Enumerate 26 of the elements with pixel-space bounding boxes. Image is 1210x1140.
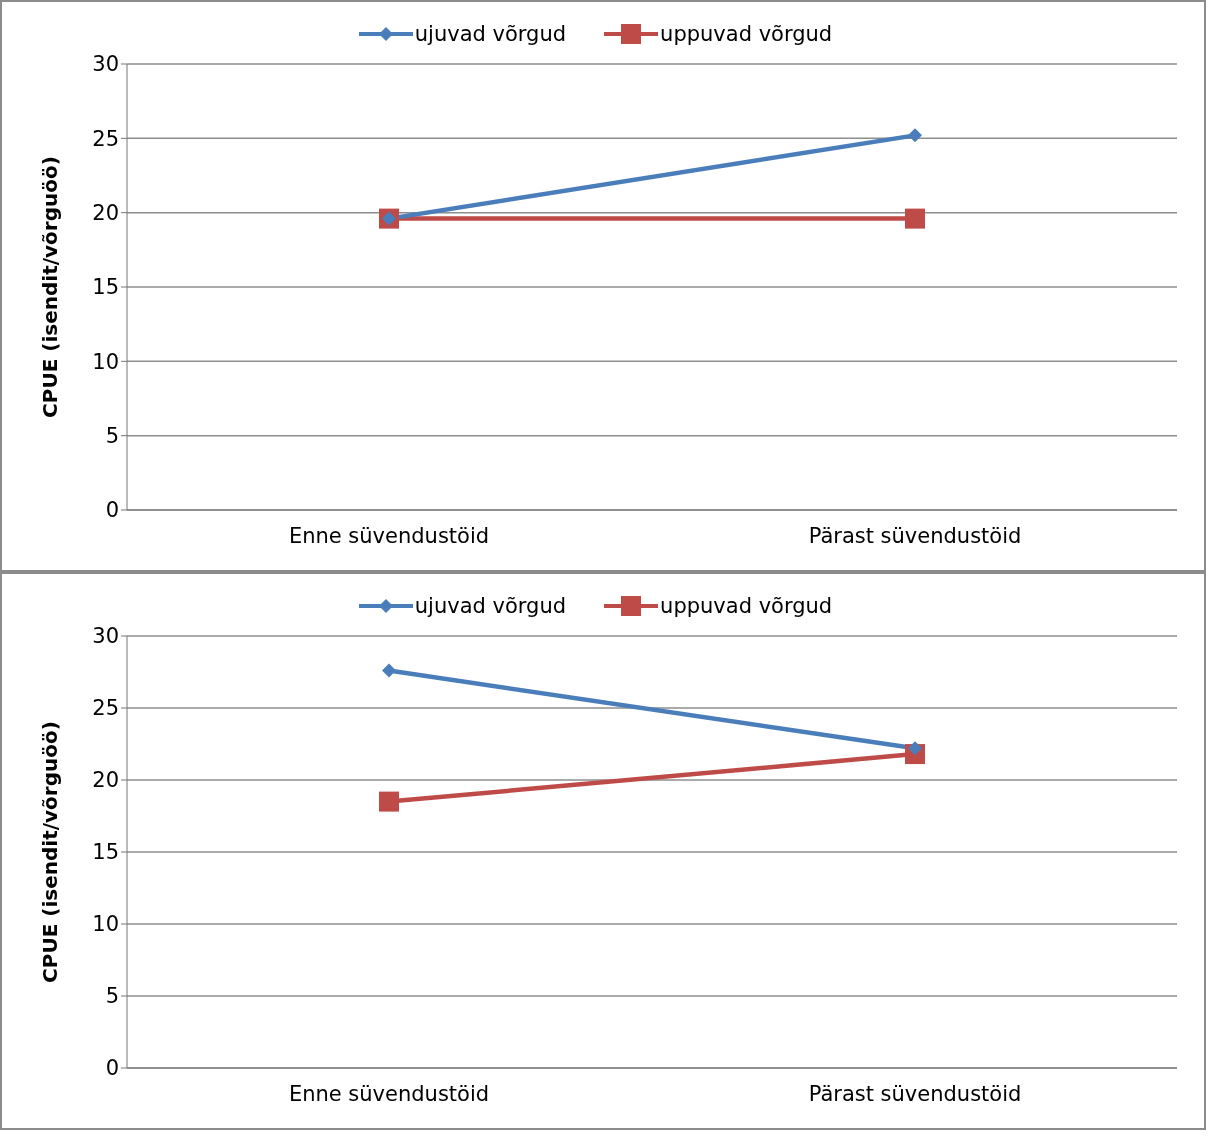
x-tick-label: Enne süvendustöid xyxy=(288,523,490,548)
point xyxy=(382,663,396,678)
y-tick-label: 0 xyxy=(105,1056,119,1081)
y-tick-label: 20 xyxy=(92,768,119,793)
legend-label: ujuvad võrgud xyxy=(414,594,567,618)
y-tick-label: 20 xyxy=(92,201,119,226)
y-tick-label: 25 xyxy=(92,126,119,151)
y-tick-label: 10 xyxy=(92,912,119,937)
legend-label: uppuvad võrgud xyxy=(660,594,833,618)
y-tick-label: 25 xyxy=(92,696,119,721)
y-axis-title: CPUE (isendit/võrguöö) xyxy=(38,156,63,418)
y-tick-label: 30 xyxy=(92,624,119,649)
legend-label: uppuvad võrgud xyxy=(660,22,833,46)
legend-label: ujuvad võrgud xyxy=(414,22,567,46)
y-tick-label: 0 xyxy=(105,498,119,523)
point xyxy=(379,791,399,812)
x-tick-label: Pärast süvendustöid xyxy=(808,523,1022,548)
x-tick-label: Enne süvendustöid xyxy=(288,1081,490,1106)
y-tick-label: 5 xyxy=(105,424,119,449)
y-tick-label: 15 xyxy=(92,275,119,300)
y-tick-label: 5 xyxy=(105,984,119,1009)
y-axis-title: CPUE (isendit/võrguöö) xyxy=(38,721,63,983)
y-tick-label: 30 xyxy=(92,52,119,77)
y-tick-label: 15 xyxy=(92,840,119,865)
y-tick-label: 10 xyxy=(92,349,119,374)
x-tick-label: Pärast süvendustöid xyxy=(808,1081,1022,1106)
